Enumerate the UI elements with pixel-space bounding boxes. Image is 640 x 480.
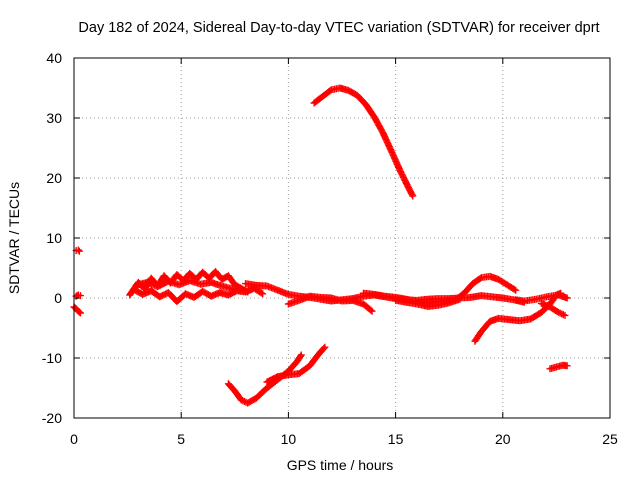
y-tick-label: 10 [46, 230, 62, 246]
series-arc-8 [130, 284, 267, 306]
data-series [70, 84, 571, 407]
x-tick-label: 25 [602, 431, 618, 447]
data-point [367, 306, 375, 314]
series-arc-6 [263, 343, 329, 386]
y-tick-label: 30 [46, 110, 62, 126]
data-point [408, 191, 416, 199]
y-tick-label: 0 [54, 290, 62, 306]
series-arc-14 [452, 272, 520, 304]
data-point [74, 246, 82, 254]
y-tick-label: -10 [42, 350, 62, 366]
y-tick-label: 20 [46, 170, 62, 186]
data-point [563, 362, 571, 370]
series-arc-2 [72, 291, 84, 300]
data-point [75, 308, 83, 316]
y-tick-label: 40 [46, 50, 62, 66]
data-point [76, 292, 84, 300]
data-point [368, 307, 376, 315]
data-point [75, 247, 83, 255]
series-arc-11 [284, 292, 376, 315]
y-tick-label: -20 [42, 410, 62, 426]
data-point [321, 343, 329, 351]
series-arc-4 [310, 84, 417, 200]
grid-lines [74, 58, 610, 418]
chart-title: Day 182 of 2024, Sidereal Day-to-day VTE… [78, 20, 599, 36]
data-point [558, 310, 566, 318]
series-arc-17 [537, 299, 569, 319]
series-arc-1 [72, 246, 83, 255]
data-point [237, 396, 245, 404]
x-tick-label: 0 [70, 431, 78, 447]
data-point [76, 309, 84, 317]
data-point [556, 309, 564, 317]
data-point [257, 289, 265, 297]
data-point [563, 294, 571, 302]
data-point [555, 308, 563, 316]
series-arc-5 [224, 351, 305, 407]
data-point [239, 397, 247, 405]
data-point [559, 311, 567, 319]
x-tick-label: 15 [388, 431, 404, 447]
x-tick-label: 10 [281, 431, 297, 447]
x-axis-label: GPS time / hours [287, 457, 394, 473]
data-point [296, 352, 304, 360]
series-arc-9 [132, 277, 247, 295]
data-point [409, 192, 417, 200]
data-point [320, 344, 328, 352]
x-tick-label: 20 [495, 431, 511, 447]
data-point [259, 290, 267, 298]
series-arc-18 [546, 361, 571, 373]
data-point [561, 311, 569, 319]
y-axis-label: SDTVAR / TECUs [6, 182, 22, 294]
data-point [297, 351, 305, 359]
data-point [510, 285, 518, 293]
data-point [239, 287, 247, 295]
x-tick-label: 5 [177, 431, 185, 447]
axis-ticks: 0 5 10 15 20 25 -20 -10 0 10 20 30 40 [42, 50, 618, 447]
data-point [512, 286, 520, 294]
series-arc-16 [512, 291, 571, 305]
series-arc-3 [70, 303, 84, 317]
